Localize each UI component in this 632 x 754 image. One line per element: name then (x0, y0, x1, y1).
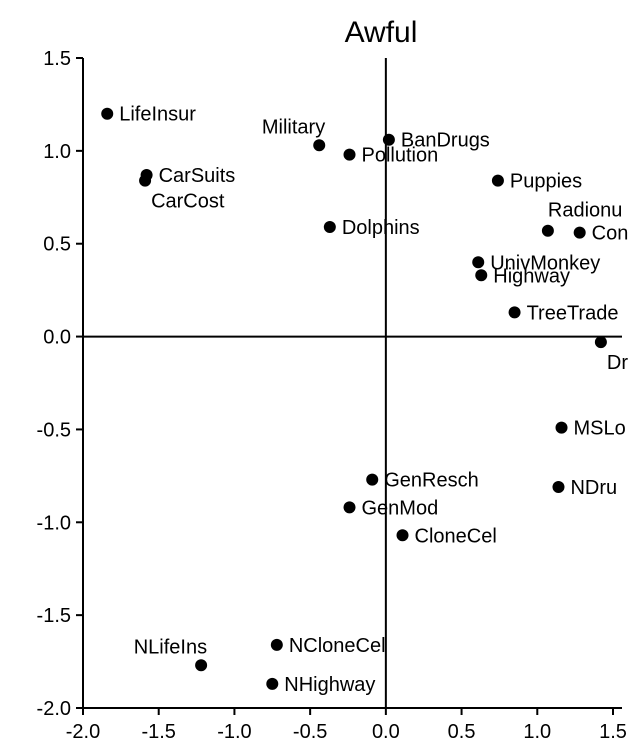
x-tick-label: 1.5 (599, 721, 627, 743)
data-point-label: CloneCel (415, 525, 497, 547)
data-point (573, 226, 586, 239)
data-point-label: MSLo (574, 418, 626, 440)
x-tick-label: -0.5 (293, 721, 327, 743)
data-point (555, 421, 568, 434)
data-point (270, 638, 283, 651)
data-point-label: NHighway (284, 674, 375, 696)
data-point (552, 481, 565, 493)
data-points: LifeInsur CarSuits CarCost Military BanDrugs… (101, 104, 628, 696)
data-point-label: TreeTrade (527, 302, 619, 324)
y-tick-label: 1.5 (43, 48, 71, 70)
data-point-label: Puppies (510, 171, 582, 193)
data-point (101, 107, 114, 120)
data-point (323, 221, 336, 233)
data-point-label: GenMod (362, 497, 439, 519)
y-tick-label: 1.0 (43, 141, 71, 163)
data-point-label: NCloneCel (289, 635, 386, 657)
data-point (313, 139, 326, 152)
data-point-label: Pollution (362, 145, 439, 167)
data-point-label: BanDrugs (401, 130, 490, 152)
data-point (195, 659, 208, 672)
data-point-label: Radionu (548, 200, 623, 222)
data-point (594, 336, 607, 349)
y-tick-label: -1.5 (37, 605, 71, 627)
x-tick-label: -1.5 (141, 721, 175, 743)
data-point-label: CarCost (151, 191, 225, 213)
y-tick-label: -0.5 (37, 419, 71, 441)
y-tick-label: -2.0 (37, 698, 71, 720)
data-point (343, 148, 356, 161)
data-point (475, 269, 488, 282)
tick-labels: -2.0 -1.5 -1.0 -0.5 0.0 0.5 1.0 1.5 1.5 1.0 0.5 0.0… (37, 48, 627, 743)
data-point-label: NLifeIns (134, 636, 207, 658)
data-point-label: NDru (570, 477, 617, 499)
y-tick-label: 0.5 (43, 234, 71, 256)
data-point (366, 473, 379, 486)
data-point (343, 501, 356, 514)
data-point (266, 677, 279, 690)
data-point (382, 133, 395, 146)
data-point-label: Dr (607, 352, 628, 374)
x-tick-label: 0.5 (448, 721, 476, 743)
data-point (472, 256, 485, 269)
axes (76, 57, 622, 715)
chart-title: Awful (345, 16, 418, 49)
data-point-label: Highway (493, 265, 570, 287)
data-point-label: CarSuits (159, 165, 236, 187)
data-point (541, 224, 554, 237)
data-point (139, 174, 152, 187)
data-point-label: Dolphins (342, 217, 420, 239)
data-point-label: LifeInsur (119, 104, 196, 126)
data-point (491, 174, 504, 187)
x-tick-label: -1.0 (217, 721, 251, 743)
data-point-label: Con (592, 223, 629, 245)
data-point-label: UnivMonkey (490, 252, 600, 274)
x-tick-label: 0.0 (372, 721, 400, 743)
y-tick-label: -1.0 (37, 512, 71, 534)
data-point (396, 529, 409, 542)
x-tick-label: 1.0 (523, 721, 551, 743)
x-tick-label: -2.0 (66, 721, 100, 743)
data-point-label: Military (262, 116, 325, 138)
data-point (508, 306, 521, 319)
data-point-label: GenResch (384, 470, 479, 492)
y-tick-label: 0.0 (43, 327, 71, 349)
